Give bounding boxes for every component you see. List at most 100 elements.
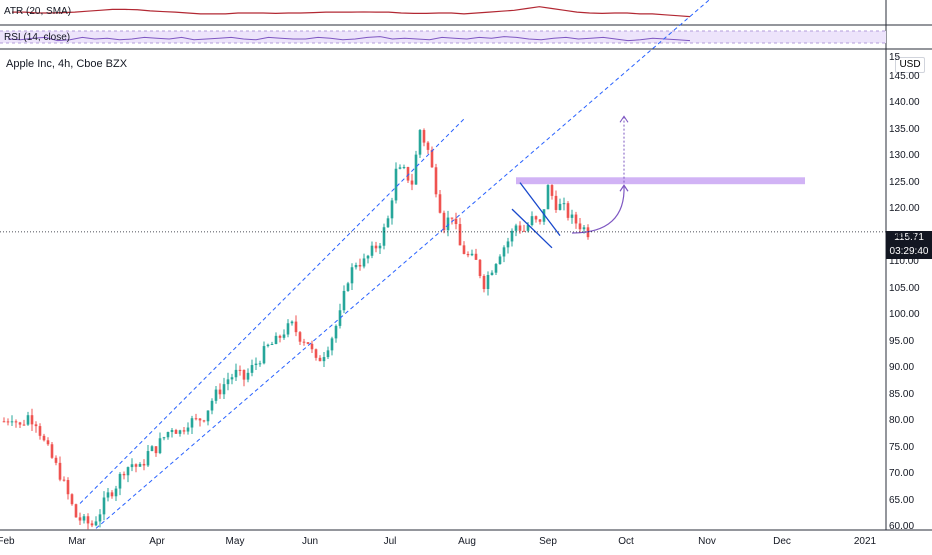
candle-body [218, 389, 222, 395]
candle-body [202, 420, 206, 422]
candle-body [530, 216, 534, 226]
candle-body [94, 521, 98, 526]
candle-body [362, 258, 366, 267]
candle-body [390, 200, 394, 219]
currency-button[interactable]: USD [895, 57, 925, 73]
candle-body [482, 276, 486, 290]
candle-body [198, 418, 202, 421]
flag-upper-line[interactable] [519, 182, 561, 237]
candle-body [114, 488, 118, 497]
candle-body [514, 225, 518, 231]
candle-body [166, 432, 170, 438]
candle-body [526, 225, 530, 231]
rsi-indicator-label[interactable]: RSI (14, close) [4, 32, 71, 43]
candle-body [350, 267, 354, 284]
candle-body [314, 349, 318, 358]
candle-body [90, 523, 94, 526]
candle-body [206, 410, 210, 422]
candle-body [14, 421, 18, 423]
candle-body [398, 167, 402, 169]
projection-curve[interactable] [571, 185, 625, 234]
candle-body [58, 462, 62, 480]
candle-body [126, 467, 130, 476]
candle-body [98, 514, 102, 522]
candle-body [66, 480, 70, 495]
candle-body [494, 264, 498, 273]
x-tick-label: Aug [458, 536, 476, 547]
y-tick-label: 100.00 [889, 309, 920, 321]
candle-body [234, 369, 238, 378]
candle-body [486, 274, 490, 290]
candle-body [50, 444, 54, 458]
y-tick-label: 75.00 [889, 441, 915, 453]
y-tick-label: 120.00 [889, 203, 920, 215]
x-tick-label: Nov [698, 536, 716, 547]
candle-body [186, 427, 190, 432]
candle-body [162, 437, 166, 439]
candle-body [382, 227, 386, 246]
candle-body [138, 463, 142, 467]
candle-body [490, 272, 494, 275]
y-tick-label: 90.00 [889, 362, 915, 374]
channel-upper-line[interactable] [79, 118, 465, 504]
y-tick-label: 130.00 [889, 150, 920, 162]
y-tick-label: 60.00 [889, 521, 915, 533]
y-tick-label: 15 [889, 52, 901, 63]
candle-body [426, 142, 430, 150]
candle-body [370, 245, 374, 256]
projection-arrowhead [619, 184, 629, 192]
candle-body [438, 194, 442, 213]
candle-body [430, 149, 434, 168]
candle-body [414, 154, 418, 185]
bar-countdown-tag: 03:29:40 [886, 245, 932, 259]
candle-body [30, 415, 34, 425]
candle-body [434, 167, 438, 195]
chart-title: Apple Inc, 4h, Cboe BZX [6, 58, 128, 70]
candle-body [10, 421, 14, 423]
atr-indicator-label[interactable]: ATR (20, SMA) [4, 6, 72, 17]
candle-body [38, 426, 42, 436]
candle-body [54, 457, 58, 463]
candle-body [298, 332, 302, 342]
candle-body [546, 185, 550, 210]
candle-body [558, 203, 562, 210]
candle-body [402, 167, 406, 169]
x-tick-label: Feb [0, 536, 15, 547]
candle-body [130, 464, 134, 468]
x-tick-label: Jul [383, 536, 397, 547]
candle-body [118, 473, 122, 489]
y-tick-label: 115.00 [889, 229, 919, 241]
candle-body [210, 400, 214, 411]
candle-body [466, 253, 470, 256]
candle-body [446, 217, 450, 231]
atr-series-line [12, 6, 691, 18]
candle-body [170, 430, 174, 433]
candle-body [154, 446, 158, 454]
candle-body [502, 247, 506, 257]
candle-body [418, 130, 422, 155]
candle-body [246, 372, 250, 380]
candle-body [22, 424, 26, 426]
candle-body [334, 325, 338, 339]
candle-body [554, 195, 558, 210]
resistance-zone[interactable] [516, 177, 805, 185]
candle-body [462, 245, 466, 254]
candle-body [146, 451, 150, 466]
y-tick-label: 70.00 [889, 468, 915, 480]
candle-body [6, 421, 10, 423]
candle-body [290, 321, 294, 324]
candle-body [550, 185, 554, 196]
candle-body [82, 516, 86, 521]
candle-body [306, 342, 310, 344]
candle-body [230, 377, 234, 380]
candle-body [470, 253, 474, 256]
channel-lower-line[interactable] [95, 0, 810, 529]
candle-body [274, 335, 278, 345]
candle-body [318, 357, 322, 362]
candle-body [330, 338, 334, 351]
flag-lower-line[interactable] [511, 208, 553, 249]
candle-body [286, 323, 290, 335]
candle-body [302, 341, 306, 343]
